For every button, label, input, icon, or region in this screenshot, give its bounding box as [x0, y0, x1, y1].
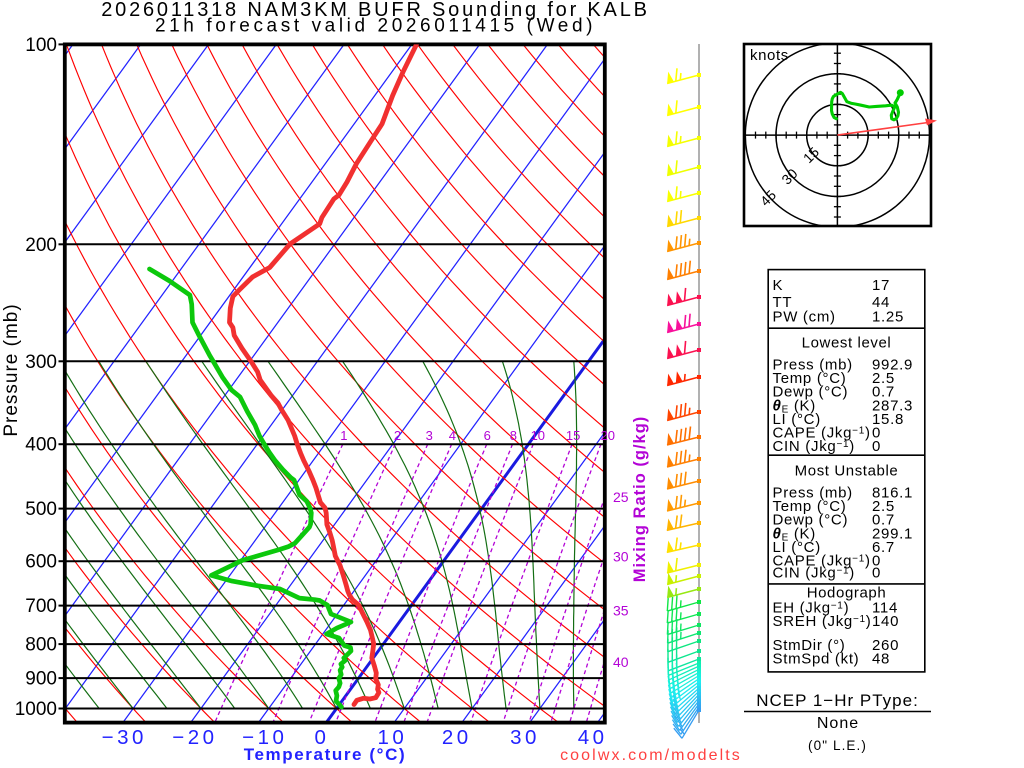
svg-text:48: 48 — [872, 651, 890, 668]
svg-text:knots: knots — [750, 47, 789, 64]
svg-text:0: 0 — [872, 438, 881, 455]
svg-text:0: 0 — [315, 726, 330, 749]
svg-text:1000: 1000 — [15, 699, 57, 720]
svg-text:20: 20 — [601, 428, 615, 443]
svg-text:Pressure (mb): Pressure (mb) — [1, 303, 22, 436]
svg-text:4: 4 — [449, 428, 456, 443]
svg-text:20: 20 — [442, 726, 472, 749]
svg-text:LI (°C): LI (°C) — [773, 411, 821, 428]
svg-text:−10: −10 — [242, 726, 287, 749]
svg-text:816.1: 816.1 — [872, 485, 913, 502]
svg-text:CIN (Jkg−1): CIN (Jkg−1) — [773, 438, 855, 455]
svg-text:0.7: 0.7 — [872, 512, 895, 529]
svg-text:0: 0 — [872, 425, 881, 442]
svg-text:Mixing Ratio (g/kg): Mixing Ratio (g/kg) — [631, 416, 649, 583]
svg-text:25: 25 — [613, 489, 629, 505]
svg-text:44: 44 — [872, 294, 890, 311]
svg-text:PW (cm): PW (cm) — [773, 309, 836, 326]
svg-text:400: 400 — [25, 435, 57, 456]
svg-text:10: 10 — [531, 428, 545, 443]
svg-text:260: 260 — [872, 637, 899, 654]
svg-text:−30: −30 — [102, 726, 147, 749]
svg-text:10: 10 — [377, 726, 407, 749]
svg-text:Temp (°C): Temp (°C) — [773, 498, 847, 515]
svg-text:SREH (Jkg−1): SREH (Jkg−1) — [773, 613, 872, 630]
svg-text:−20: −20 — [172, 726, 217, 749]
svg-text:300: 300 — [25, 352, 57, 373]
svg-text:30: 30 — [510, 726, 540, 749]
svg-text:8: 8 — [510, 428, 517, 443]
svg-text:0: 0 — [872, 565, 881, 582]
svg-text:1: 1 — [340, 428, 347, 443]
svg-text:140: 140 — [872, 613, 899, 630]
svg-text:2.5: 2.5 — [872, 498, 895, 515]
svg-text:Press (mb): Press (mb) — [773, 485, 853, 502]
svg-text:40: 40 — [578, 726, 608, 749]
svg-text:2026011318 NAM3KM BUFR Soundin: 2026011318 NAM3KM BUFR Sounding for KALB — [101, 0, 650, 21]
svg-text:StmSpd (kt): StmSpd (kt) — [773, 651, 860, 668]
svg-text:21h forecast valid 2026011415: 21h forecast valid 2026011415 (Wed) — [155, 16, 596, 37]
svg-text:θE (K): θE (K) — [773, 525, 816, 543]
svg-text:0: 0 — [872, 553, 881, 570]
svg-text:Temperature (°C): Temperature (°C) — [244, 745, 406, 764]
svg-text:15.8: 15.8 — [872, 411, 904, 428]
svg-text:100: 100 — [25, 35, 57, 56]
svg-text:114: 114 — [872, 600, 898, 617]
svg-text:Hodograph: Hodograph — [807, 585, 887, 602]
svg-text:coolwx.com/modelts: coolwx.com/modelts — [560, 747, 742, 764]
svg-text:299.1: 299.1 — [872, 525, 913, 542]
svg-text:LI (°C): LI (°C) — [773, 539, 821, 556]
svg-text:(0" L.E.): (0" L.E.) — [808, 738, 867, 753]
svg-text:2.5: 2.5 — [872, 370, 895, 387]
svg-text:K: K — [773, 277, 784, 294]
svg-text:θE (K): θE (K) — [773, 397, 816, 415]
svg-text:287.3: 287.3 — [872, 397, 913, 414]
svg-text:40: 40 — [613, 654, 629, 670]
svg-text:Dewp (°C): Dewp (°C) — [773, 384, 849, 401]
svg-text:800: 800 — [25, 635, 57, 656]
svg-text:15: 15 — [566, 428, 580, 443]
svg-text:900: 900 — [25, 669, 57, 690]
svg-text:CAPE (Jkg−1): CAPE (Jkg−1) — [773, 553, 871, 570]
svg-text:TT: TT — [773, 294, 793, 311]
svg-text:Temp (°C): Temp (°C) — [773, 370, 847, 387]
svg-text:30: 30 — [613, 549, 629, 565]
svg-text:None: None — [817, 715, 859, 732]
svg-text:35: 35 — [613, 602, 629, 618]
svg-text:Press (mb): Press (mb) — [773, 357, 853, 374]
svg-text:NCEP 1−Hr PType:: NCEP 1−Hr PType: — [756, 691, 919, 710]
svg-text:992.9: 992.9 — [872, 357, 913, 374]
svg-text:3: 3 — [426, 428, 433, 443]
svg-text:6: 6 — [484, 428, 491, 443]
svg-text:EH (Jkg−1): EH (Jkg−1) — [773, 600, 850, 617]
svg-text:CIN (Jkg−1): CIN (Jkg−1) — [773, 565, 855, 582]
svg-text:0.7: 0.7 — [872, 384, 895, 401]
svg-text:1.25: 1.25 — [872, 309, 904, 326]
svg-text:6.7: 6.7 — [872, 539, 895, 556]
svg-text:CAPE (Jkg−1): CAPE (Jkg−1) — [773, 425, 871, 442]
svg-text:700: 700 — [25, 596, 57, 617]
svg-text:600: 600 — [25, 552, 57, 573]
svg-text:Most Unstable: Most Unstable — [795, 463, 899, 480]
svg-text:Lowest level: Lowest level — [802, 335, 892, 352]
svg-text:StmDir (°): StmDir (°) — [773, 637, 846, 654]
svg-text:17: 17 — [872, 277, 890, 294]
svg-text:200: 200 — [25, 235, 57, 256]
svg-text:500: 500 — [25, 499, 57, 520]
svg-text:Dewp (°C): Dewp (°C) — [773, 512, 849, 529]
svg-text:2: 2 — [394, 428, 401, 443]
